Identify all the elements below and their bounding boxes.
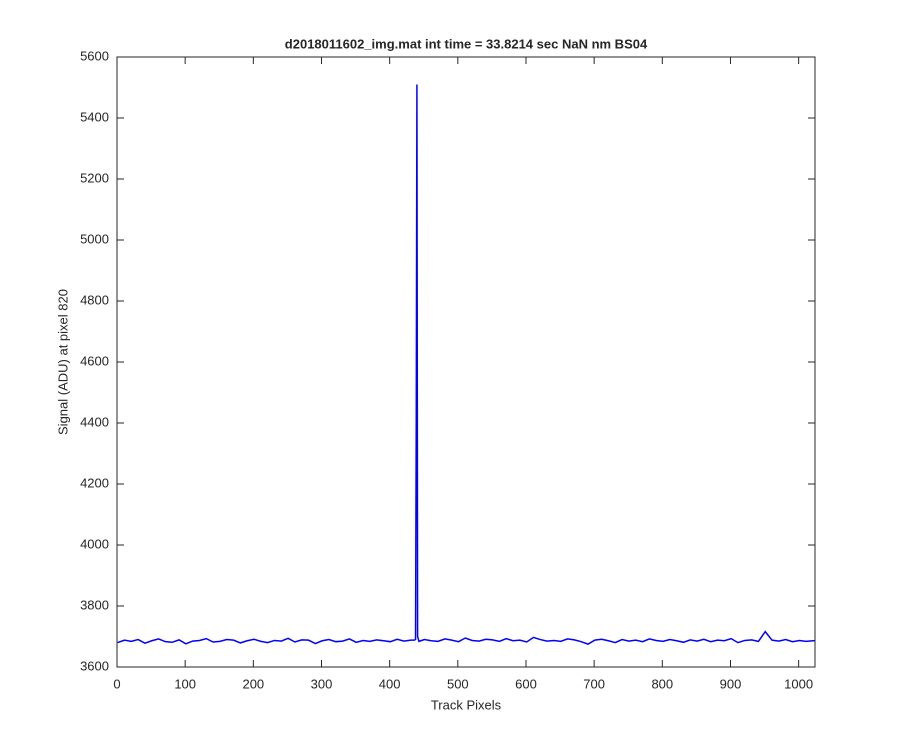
y-tick-label: 4800 [80,292,109,307]
plot-frame [116,56,816,668]
y-tick-label: 5000 [80,231,109,246]
y-tick-label: 5400 [80,109,109,124]
y-tick-label: 4000 [80,536,109,551]
y-tick-label: 5200 [80,170,109,185]
x-tick-label: 100 [174,676,196,691]
y-tick-label: 4200 [80,475,109,490]
x-tick-label: 200 [242,676,264,691]
x-tick-label: 400 [379,676,401,691]
chart-title: d2018011602_img.mat int time = 33.8214 s… [285,36,648,51]
x-tick-label: 800 [651,676,673,691]
y-tick-label: 3800 [80,597,109,612]
data-line [117,84,815,645]
y-axis-label: Signal (ADU) at pixel 820 [55,289,70,435]
x-axis-label: Track Pixels [431,697,502,712]
y-tick-label: 4400 [80,414,109,429]
x-tick-label: 0 [113,676,120,691]
y-tick-label: 3600 [80,658,109,673]
x-tick-label: 500 [447,676,469,691]
x-tick-label: 300 [311,676,333,691]
x-tick-label: 700 [583,676,605,691]
y-tick-label: 5600 [80,48,109,63]
y-tick-label: 4600 [80,353,109,368]
x-tick-label: 1000 [784,676,813,691]
x-tick-label: 900 [720,676,742,691]
x-tick-label: 600 [515,676,537,691]
